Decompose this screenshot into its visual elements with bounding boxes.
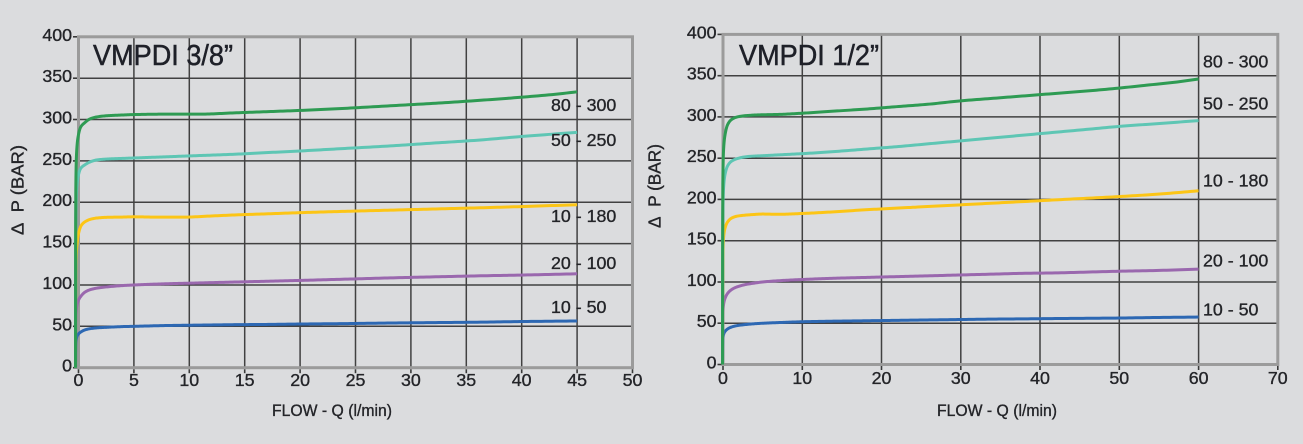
svg-text:250: 250 — [42, 149, 72, 169]
svg-text:400: 400 — [687, 22, 717, 42]
svg-text:10 - 180: 10 - 180 — [551, 206, 616, 226]
svg-text:0: 0 — [74, 370, 84, 390]
svg-text:100: 100 — [687, 270, 717, 290]
svg-text:80 - 300: 80 - 300 — [1203, 52, 1268, 72]
svg-text:20: 20 — [872, 368, 892, 388]
svg-text:15: 15 — [235, 370, 255, 390]
svg-text:150: 150 — [687, 229, 717, 249]
svg-text:200: 200 — [687, 187, 717, 207]
svg-text:20: 20 — [290, 370, 310, 390]
svg-text:10 - 50: 10 - 50 — [1203, 300, 1258, 320]
svg-text:70: 70 — [1268, 368, 1288, 388]
svg-text:FLOW - Q (l/min): FLOW - Q (l/min) — [272, 401, 392, 420]
svg-text:50: 50 — [697, 311, 717, 331]
svg-text:50: 50 — [1109, 368, 1129, 388]
svg-text:50: 50 — [52, 314, 72, 334]
svg-text:0: 0 — [718, 368, 728, 388]
svg-text:80 - 300: 80 - 300 — [551, 95, 616, 115]
svg-text:50: 50 — [623, 370, 643, 390]
svg-text:0: 0 — [707, 353, 717, 373]
svg-text:350: 350 — [42, 66, 72, 86]
svg-text:VMPDI 3/8”: VMPDI 3/8” — [93, 40, 233, 72]
svg-text:10: 10 — [179, 370, 199, 390]
svg-text:350: 350 — [687, 64, 717, 84]
svg-text:200: 200 — [42, 190, 72, 210]
svg-text:VMPDI 1/2”: VMPDI 1/2” — [739, 40, 879, 72]
svg-text:Δ P (BAR): Δ P (BAR) — [8, 145, 28, 235]
svg-text:30: 30 — [401, 370, 421, 390]
svg-text:20 - 100: 20 - 100 — [1203, 251, 1268, 271]
svg-text:400: 400 — [42, 25, 72, 45]
svg-text:10: 10 — [792, 368, 812, 388]
svg-text:250: 250 — [687, 146, 717, 166]
svg-text:150: 150 — [42, 232, 72, 252]
svg-text:5: 5 — [129, 370, 139, 390]
svg-text:50 - 250: 50 - 250 — [551, 130, 616, 150]
svg-text:0: 0 — [62, 356, 72, 376]
svg-text:45: 45 — [567, 370, 587, 390]
svg-text:50 - 250: 50 - 250 — [1203, 93, 1268, 113]
svg-text:10 - 180: 10 - 180 — [1203, 170, 1268, 190]
svg-text:40: 40 — [1030, 368, 1050, 388]
svg-text:30: 30 — [951, 368, 971, 388]
svg-text:40: 40 — [512, 370, 532, 390]
svg-text:300: 300 — [42, 108, 72, 128]
svg-text:25: 25 — [346, 370, 366, 390]
svg-text:100: 100 — [42, 273, 72, 293]
svg-text:35: 35 — [456, 370, 476, 390]
svg-text:Δ P (BAR): Δ P (BAR) — [645, 144, 665, 228]
svg-text:60: 60 — [1189, 368, 1209, 388]
svg-text:300: 300 — [687, 105, 717, 125]
svg-text:20 - 100: 20 - 100 — [551, 253, 616, 273]
svg-text:10 - 50: 10 - 50 — [551, 297, 606, 317]
svg-text:FLOW - Q (l/min): FLOW - Q (l/min) — [937, 401, 1057, 420]
